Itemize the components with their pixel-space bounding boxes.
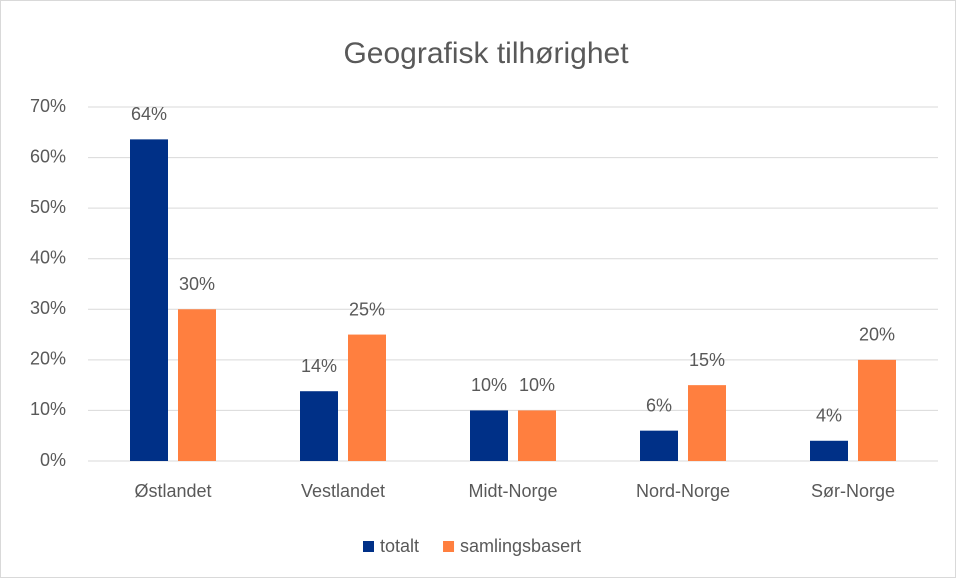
bar: [518, 410, 556, 461]
data-label: 64%: [131, 104, 167, 124]
legend-label: totalt: [380, 536, 419, 556]
data-label: 14%: [301, 356, 337, 376]
y-tick-label: 10%: [30, 399, 66, 419]
bar: [470, 410, 508, 461]
y-tick-label: 30%: [30, 298, 66, 318]
bar: [688, 385, 726, 461]
legend-swatch: [363, 541, 374, 552]
data-label: 6%: [646, 395, 672, 415]
y-tick-label: 0%: [40, 450, 66, 470]
legend-swatch: [443, 541, 455, 552]
x-tick-label: Sør-Norge: [811, 481, 895, 501]
x-tick-label: Midt-Norge: [468, 481, 557, 501]
data-label: 10%: [471, 375, 507, 395]
data-label: 4%: [816, 406, 842, 426]
x-tick-label: Nord-Norge: [636, 481, 730, 501]
chart-title: Geografisk tilhørighet: [343, 37, 629, 70]
legend-label: samlingsbasert: [460, 536, 581, 556]
bar: [300, 391, 338, 461]
y-tick-label: 70%: [30, 96, 66, 116]
data-label: 15%: [689, 350, 725, 370]
data-label: 20%: [859, 325, 895, 345]
y-tick-label: 40%: [30, 247, 66, 267]
bar: [130, 139, 168, 461]
bar: [858, 359, 896, 461]
y-tick-label: 60%: [30, 146, 66, 166]
y-tick-label: 50%: [30, 197, 66, 217]
data-label: 30%: [179, 274, 215, 294]
bar: [348, 334, 386, 461]
bar: [810, 440, 848, 461]
bar: [640, 430, 678, 461]
data-label: 25%: [349, 299, 385, 319]
y-tick-label: 20%: [30, 349, 66, 369]
x-tick-label: Østlandet: [134, 481, 211, 501]
x-tick-label: Vestlandet: [301, 481, 385, 501]
bar: [178, 309, 216, 461]
data-label: 10%: [519, 375, 555, 395]
